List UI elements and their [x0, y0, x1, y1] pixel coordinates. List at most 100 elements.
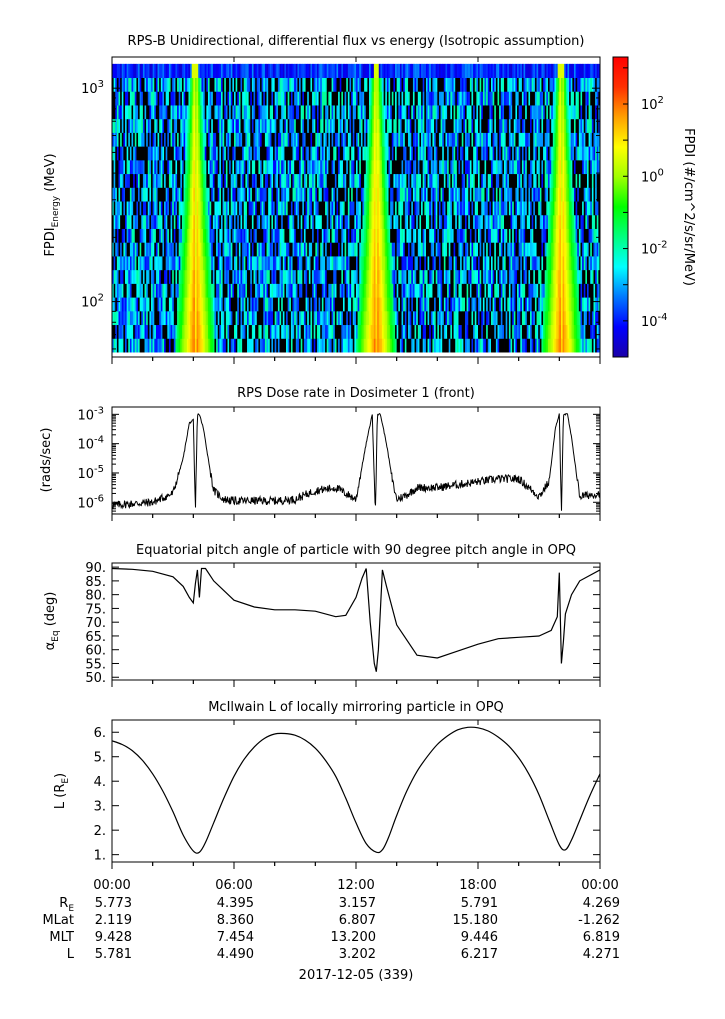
spectrogram-cell	[582, 256, 585, 271]
spectrogram-cell	[232, 228, 235, 243]
spectrogram-cell	[570, 214, 573, 229]
spectrogram-cell	[598, 338, 600, 353]
spectrogram-cell	[177, 310, 180, 326]
spectrogram-cell	[424, 187, 427, 202]
spectrogram-cell	[375, 269, 378, 284]
spectrogram-cell	[305, 132, 308, 147]
spectrogram-cell	[250, 118, 253, 133]
spectrogram-cell	[118, 159, 121, 175]
spectrogram-cell	[180, 242, 183, 257]
spectrogram-cell	[188, 324, 191, 339]
spectrogram-cell	[325, 310, 328, 326]
spectrogram-cell	[303, 324, 306, 339]
spectrogram-cell	[277, 242, 280, 257]
spectrogram-cell	[479, 256, 482, 271]
spectrogram-cell	[435, 228, 438, 243]
spectrogram-cell	[220, 214, 224, 229]
spectrogram-cell	[478, 256, 481, 271]
spectrogram-cell	[112, 242, 115, 257]
spectrogram-cell	[464, 201, 468, 216]
spectrogram-cell	[224, 310, 227, 326]
spectrogram-cell	[328, 146, 331, 161]
spectrogram-cell	[307, 132, 310, 147]
spectrogram-cell	[336, 269, 339, 284]
spectrogram-cell	[128, 173, 131, 188]
spectrogram-cell	[225, 242, 228, 257]
spectrogram-cell	[185, 118, 188, 133]
spectrogram-cell	[595, 338, 598, 353]
spectrogram-cell	[125, 118, 128, 133]
spectrogram-cell	[586, 324, 590, 339]
spectrogram-cell	[591, 283, 594, 298]
spectrogram-cell	[121, 214, 124, 229]
spectrogram-cell	[315, 242, 318, 257]
spectrogram-cell	[598, 283, 600, 298]
spectrogram-cell	[183, 338, 186, 353]
spectrogram-cell	[437, 283, 440, 298]
spectrogram-cell	[367, 324, 370, 339]
spectrogram-cell	[544, 173, 547, 188]
spectrogram-cell	[305, 283, 308, 298]
spectrogram-cell	[188, 118, 191, 133]
spectrogram-cell	[243, 297, 246, 312]
spectrogram-cell	[258, 256, 261, 271]
spectrogram-cell	[260, 146, 263, 161]
spectrogram-cell	[484, 310, 487, 326]
spectrogram-cell	[318, 297, 321, 312]
spectrogram-cell	[125, 242, 128, 257]
spectrogram-cell	[297, 242, 300, 257]
spectrogram-cell	[289, 187, 292, 202]
spectrogram-cell	[165, 159, 168, 175]
spectrogram-cell	[131, 324, 134, 339]
spectrogram-cell	[134, 187, 137, 202]
spectrogram-cell	[595, 297, 598, 312]
spectrogram-cell	[281, 187, 284, 202]
spectrogram-cell	[396, 269, 399, 284]
spectrogram-cell	[373, 338, 376, 353]
spectrogram-cell	[419, 146, 422, 161]
spectrogram-cell	[504, 338, 507, 353]
spectrogram-cell	[287, 269, 290, 284]
spectrogram-cell	[510, 324, 513, 339]
spectrogram-cell	[507, 269, 510, 284]
spectrogram-cell	[424, 118, 427, 133]
spectrogram-cell	[214, 201, 217, 216]
spectrogram-cell	[369, 118, 372, 133]
spectrogram-cell	[151, 201, 154, 216]
spectrogram-cell	[284, 297, 287, 312]
spectrogram-cell	[217, 146, 220, 161]
spectrogram-cell	[201, 146, 204, 161]
spectrogram-cell	[520, 269, 523, 284]
spectrogram-cell	[136, 201, 139, 216]
spectrogram-cell	[203, 132, 206, 147]
spectrogram-cell	[512, 283, 515, 298]
spectrogram-cell	[424, 228, 427, 243]
spectrogram-cell	[569, 324, 572, 339]
spectrogram-cell	[399, 201, 402, 216]
spectrogram-cell	[227, 269, 230, 284]
spectrogram-cell	[582, 146, 585, 161]
spectrogram-cell	[382, 228, 385, 243]
spectrogram-cell	[260, 242, 263, 257]
spectrogram-cell	[399, 173, 402, 188]
spectrogram-cell	[113, 214, 116, 229]
spectrogram-cell	[521, 159, 524, 175]
spectrogram-cell	[473, 173, 476, 188]
spectrogram-cell	[264, 201, 267, 216]
spectrogram-cell	[530, 201, 533, 216]
spectrogram-cell	[326, 214, 329, 229]
spectrogram-cell	[499, 310, 502, 326]
spectrogram-cell	[562, 283, 565, 298]
spectrogram-cell	[139, 228, 142, 243]
spectrogram-cell	[393, 146, 396, 161]
spectrogram-cell	[235, 187, 238, 202]
spectrogram-cell	[580, 338, 583, 353]
spectrogram-cell	[549, 297, 552, 312]
spectrogram-cell	[494, 214, 497, 229]
spectrogram-cell	[596, 159, 599, 175]
spectrogram-cell	[458, 256, 461, 271]
spectrogram-cell	[338, 201, 341, 216]
spectrogram-cell	[484, 159, 487, 175]
spectrogram-cell	[333, 310, 336, 326]
spectrogram-cell	[396, 159, 399, 175]
